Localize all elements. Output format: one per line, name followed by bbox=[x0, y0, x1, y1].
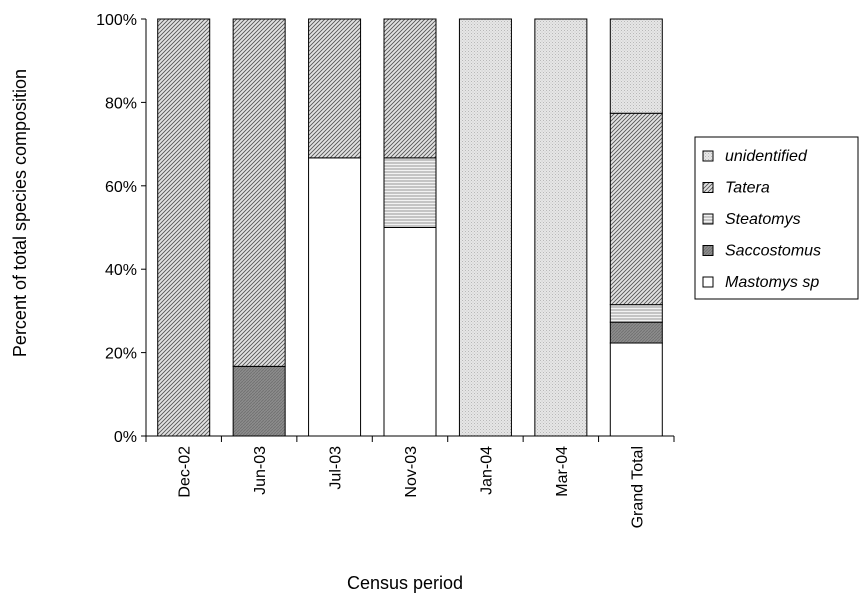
x-tick-label: Jan-04 bbox=[478, 446, 495, 495]
y-tick-label: 40% bbox=[105, 262, 137, 279]
bar-segment bbox=[308, 157, 362, 437]
x-tick-label: Jul-03 bbox=[328, 446, 345, 490]
y-tick-label: 60% bbox=[105, 179, 137, 196]
bar-segment bbox=[609, 18, 663, 114]
bar-segment bbox=[383, 18, 437, 159]
y-tick-label: 100% bbox=[96, 12, 137, 29]
x-tick-label: Dec-02 bbox=[177, 446, 194, 498]
x-tick-label: Nov-03 bbox=[403, 446, 420, 498]
bar-segment bbox=[383, 227, 437, 437]
legend-label: Steatomys bbox=[725, 211, 801, 228]
legend-swatch bbox=[702, 276, 714, 288]
legend-swatch bbox=[702, 245, 714, 256]
x-tick-label: Jun-03 bbox=[252, 446, 269, 495]
y-tick-label: 20% bbox=[105, 346, 137, 363]
bar-segment bbox=[609, 321, 663, 344]
legend-box bbox=[694, 136, 859, 300]
bar-segment bbox=[458, 18, 512, 437]
legend-label: Saccostomus bbox=[725, 243, 821, 260]
legend-swatch bbox=[702, 213, 714, 225]
bar-segment bbox=[308, 18, 362, 159]
x-tick-label: Mar-04 bbox=[554, 446, 571, 497]
bar-segment bbox=[232, 365, 286, 437]
bar-segment bbox=[609, 304, 663, 323]
legend: unidentified Tatera Steatomys Saccostomus Ma… bbox=[694, 136, 859, 300]
bars bbox=[157, 18, 663, 437]
x-tick-label: Grand Total bbox=[629, 446, 646, 528]
legend-swatch bbox=[702, 182, 714, 193]
x-axis-title: Census period bbox=[347, 573, 463, 593]
legend-label: Mastomys sp bbox=[725, 274, 819, 291]
legend-label: Tatera bbox=[725, 180, 770, 197]
y-axis-title: Percent of total species composition bbox=[10, 69, 30, 357]
y-axis-ticks: 0% 20% 40% 60% 80% 100% bbox=[96, 12, 146, 446]
bar-segment bbox=[383, 157, 437, 228]
bar-segment bbox=[609, 342, 663, 437]
legend-label: unidentified bbox=[725, 148, 808, 165]
x-axis-ticks: Dec-02 Jun-03 Jul-03 Nov-03 Jan-04 Mar-04 Gran… bbox=[145, 436, 675, 528]
bar-segment bbox=[232, 18, 286, 367]
legend-swatch bbox=[702, 150, 714, 162]
bar-segment bbox=[534, 18, 588, 437]
bar-segment bbox=[157, 18, 211, 437]
y-tick-label: 80% bbox=[105, 95, 137, 112]
bar-segment bbox=[609, 112, 663, 306]
y-tick-label: 0% bbox=[114, 429, 137, 446]
